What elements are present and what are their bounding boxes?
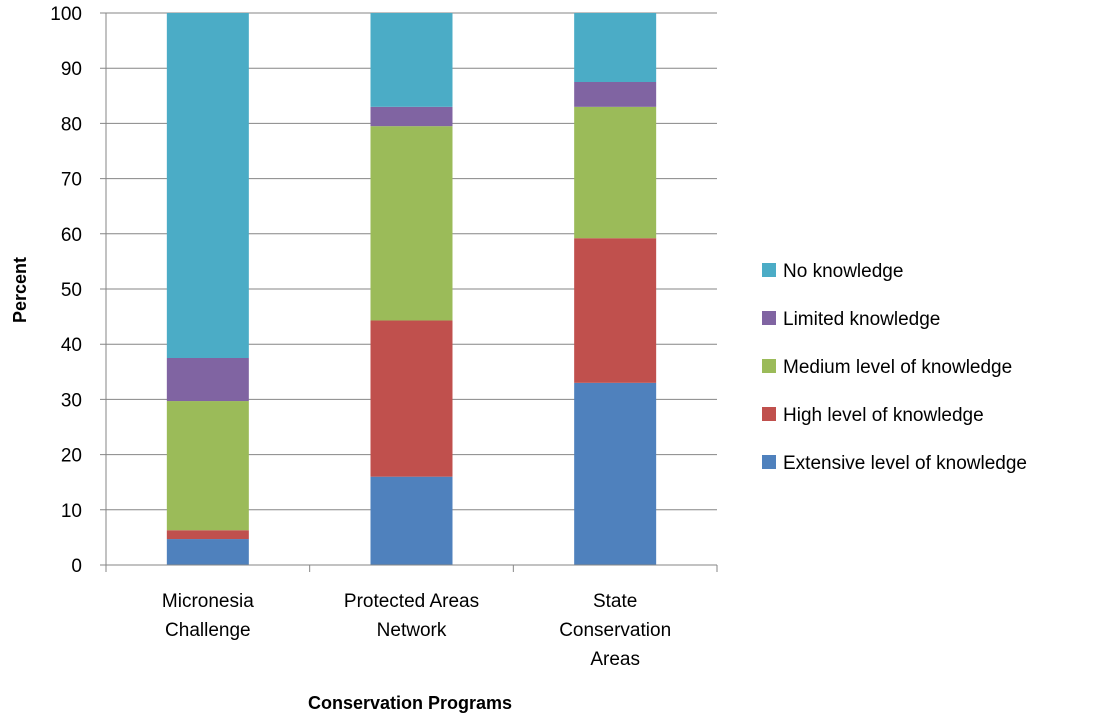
- x-category-labels: Micronesia Challenge Protected Areas Networ…: [162, 591, 671, 670]
- bar-segment: [370, 476, 453, 565]
- y-tick-labels: 0 10 20 30 40 50 60 70 80 90 100: [50, 4, 82, 577]
- bar-segment: [166, 530, 249, 540]
- legend-swatch: [762, 455, 776, 469]
- y-tick-label: 60: [61, 225, 82, 246]
- legend-swatch: [762, 263, 776, 277]
- y-tick-label: 100: [50, 4, 82, 25]
- x-category-label: Conservation: [559, 620, 671, 641]
- bar-segment: [166, 401, 249, 531]
- legend: No knowledge Limited knowledge Medium leve…: [762, 261, 1027, 474]
- y-tick-label: 90: [61, 59, 82, 80]
- y-tick-label: 30: [61, 390, 82, 411]
- bar-segment: [370, 13, 453, 107]
- y-tick-label: 0: [71, 556, 82, 577]
- legend-swatch: [762, 407, 776, 421]
- bar-segment: [574, 82, 657, 107]
- legend-label: Extensive level of knowledge: [783, 453, 1027, 474]
- bar-segment: [370, 106, 453, 127]
- x-category-label: State: [593, 591, 637, 612]
- bar-segment: [574, 238, 657, 383]
- legend-label: Limited knowledge: [783, 309, 940, 330]
- x-category-label: Challenge: [165, 620, 251, 641]
- bar-segment: [370, 126, 453, 321]
- y-tick-label: 50: [61, 280, 82, 301]
- y-tick-label: 80: [61, 114, 82, 135]
- bar-segment: [166, 358, 249, 402]
- x-category-label: Areas: [590, 649, 640, 670]
- y-tick-label: 20: [61, 446, 82, 467]
- y-tick-label: 70: [61, 170, 82, 191]
- bar-segment: [574, 106, 657, 239]
- y-tick-label: 40: [61, 335, 82, 356]
- legend-label: Medium level of knowledge: [783, 357, 1012, 378]
- bar-segment: [166, 539, 249, 565]
- x-category-label: Protected Areas: [344, 591, 479, 612]
- legend-swatch: [762, 359, 776, 373]
- legend-label: High level of knowledge: [783, 405, 984, 426]
- bar-segment: [574, 13, 657, 82]
- legend-label: No knowledge: [783, 261, 903, 282]
- bar-segment: [166, 13, 249, 358]
- y-tick-label: 10: [61, 501, 82, 522]
- x-axis-title: Conservation Programs: [308, 693, 512, 713]
- bar-segment: [370, 320, 453, 477]
- legend-swatch: [762, 311, 776, 325]
- y-axis-title: Percent: [10, 257, 30, 323]
- axes: [105, 13, 718, 572]
- bar-segment: [574, 382, 657, 565]
- bars: [166, 13, 657, 565]
- x-category-label: Micronesia: [162, 591, 254, 612]
- x-category-label: Network: [377, 620, 447, 641]
